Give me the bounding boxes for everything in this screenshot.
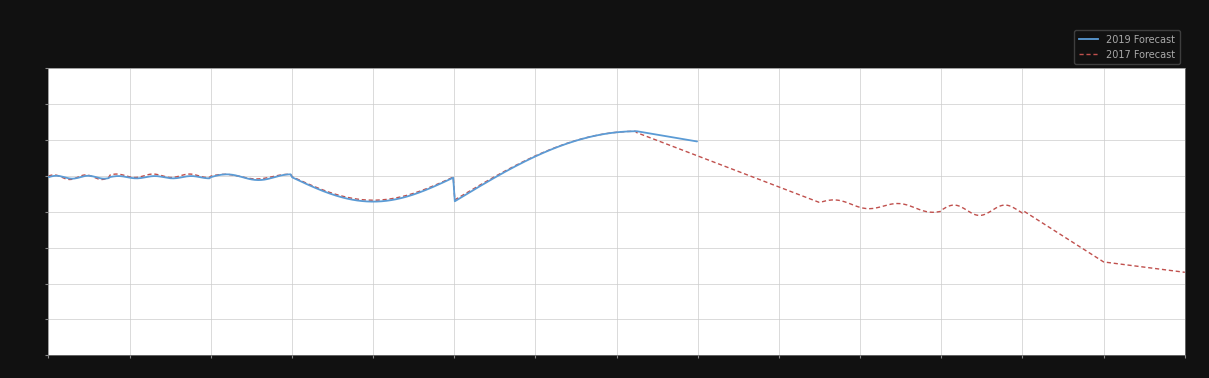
Legend: 2019 Forecast, 2017 Forecast: 2019 Forecast, 2017 Forecast [1074,30,1180,64]
